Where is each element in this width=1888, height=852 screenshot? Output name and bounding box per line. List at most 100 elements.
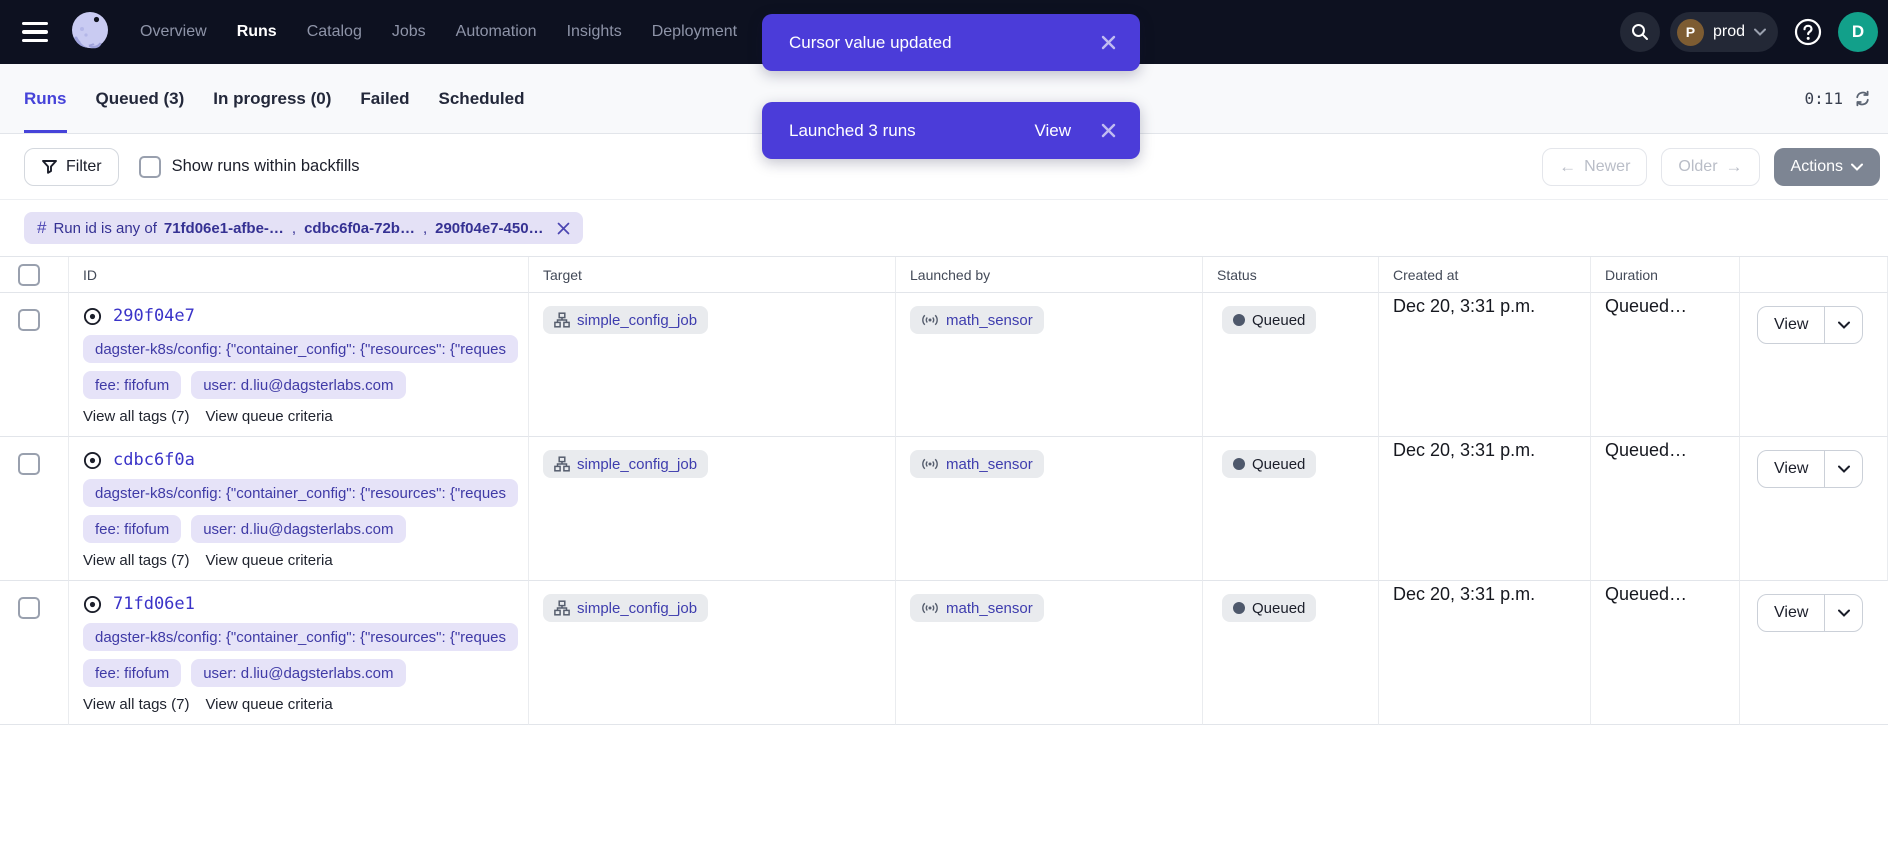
view-dropdown-button[interactable]	[1824, 595, 1862, 631]
filter-button-label: Filter	[66, 157, 102, 175]
toast-cursor-updated: Cursor value updated	[762, 14, 1140, 71]
sensor-icon	[921, 456, 939, 472]
status-cell: Queued	[1203, 581, 1379, 725]
help-button[interactable]	[1788, 12, 1828, 52]
nav-item-deployment[interactable]: Deployment	[651, 23, 738, 40]
tag-user: user: d.liu@dagsterlabs.com	[191, 371, 406, 399]
nav-item-catalog[interactable]: Catalog	[306, 23, 362, 40]
sensor-pill[interactable]: math_sensor	[910, 594, 1044, 622]
hamburger-menu-icon[interactable]	[22, 16, 54, 48]
toast-message: Launched 3 runs	[789, 120, 916, 140]
row-checkbox[interactable]	[17, 597, 40, 619]
column-header-status: Status	[1203, 257, 1379, 293]
status-dot	[1233, 602, 1245, 614]
view-dropdown-button[interactable]	[1824, 307, 1862, 343]
search-icon	[1630, 22, 1650, 42]
tag-dagster-k8s-config: dagster-k8s/config: {"container_config":…	[83, 335, 519, 363]
tab-queued[interactable]: Queued (3)	[95, 88, 185, 108]
view-button[interactable]: View	[1774, 460, 1809, 477]
sensor-pill[interactable]: math_sensor	[910, 306, 1044, 334]
search-button[interactable]	[1619, 12, 1660, 52]
filter-chip-separator: ,	[291, 219, 297, 237]
run-id-link[interactable]: 71fd06e1	[113, 594, 195, 614]
nav-item-automation[interactable]: Automation	[455, 23, 537, 40]
nav-item-runs[interactable]: Runs	[236, 23, 277, 40]
tab-scheduled[interactable]: Scheduled	[438, 88, 525, 108]
status-dot	[1233, 314, 1245, 326]
chevron-down-icon	[1754, 28, 1766, 36]
view-all-tags-link[interactable]: View all tags (7)	[83, 408, 190, 425]
row-actions-cell: View	[1740, 581, 1888, 725]
tab-runs[interactable]: Runs	[24, 64, 67, 133]
run-id-cell: 290f04e7 dagster-k8s/config: {"container…	[69, 293, 529, 437]
refresh-countdown: 0:11	[1804, 89, 1843, 108]
duration-cell: Queued…	[1591, 437, 1740, 581]
status-badge: Queued	[1222, 306, 1317, 334]
workspace-switcher[interactable]: P prod	[1669, 12, 1778, 52]
sensor-name: math_sensor	[946, 599, 1033, 617]
primary-nav: Overview Runs Catalog Jobs Automation In…	[140, 23, 737, 41]
tag-dagster-k8s-config: dagster-k8s/config: {"container_config":…	[83, 623, 519, 651]
job-pill[interactable]: simple_config_job	[543, 306, 709, 334]
close-icon[interactable]	[1101, 123, 1116, 138]
filter-button[interactable]: Filter	[24, 147, 119, 186]
status-label: Queued	[1252, 455, 1306, 473]
row-checkbox[interactable]	[17, 309, 40, 331]
job-pill[interactable]: simple_config_job	[543, 594, 709, 622]
row-actions-cell: View	[1740, 437, 1888, 581]
row-checkbox[interactable]	[17, 453, 40, 475]
view-dropdown-button[interactable]	[1824, 451, 1862, 487]
table-row	[0, 581, 69, 725]
view-split-button: View	[1757, 450, 1864, 488]
user-avatar[interactable]: D	[1838, 12, 1878, 52]
actions-button[interactable]: Actions	[1773, 147, 1880, 186]
view-queue-criteria-link[interactable]: View queue criteria	[205, 408, 333, 425]
show-backfills-checkbox[interactable]	[138, 155, 161, 178]
toast-view-link[interactable]: View	[1034, 120, 1071, 140]
older-button[interactable]: Older →	[1661, 147, 1760, 186]
view-button[interactable]: View	[1774, 604, 1809, 621]
workspace-name: prod	[1712, 23, 1745, 40]
filter-chip-separator: ,	[422, 219, 428, 237]
filter-icon	[41, 158, 58, 175]
run-id-filter-chip[interactable]: # Run id is any of 71fd06e1-afbe-…, cdbc…	[24, 212, 583, 244]
view-button[interactable]: View	[1774, 316, 1809, 333]
job-icon	[554, 312, 570, 328]
view-split-button: View	[1757, 594, 1864, 632]
status-cell: Queued	[1203, 293, 1379, 437]
job-icon	[554, 456, 570, 472]
close-icon[interactable]	[1101, 35, 1116, 50]
launched-by-cell: math_sensor	[896, 293, 1203, 437]
duration-cell: Queued…	[1591, 581, 1740, 725]
tag-dagster-k8s-config: dagster-k8s/config: {"container_config":…	[83, 479, 519, 507]
job-pill[interactable]: simple_config_job	[543, 450, 709, 478]
active-filters-row: # Run id is any of 71fd06e1-afbe-…, cdbc…	[0, 200, 1888, 256]
run-id-link[interactable]: cdbc6f0a	[113, 450, 195, 470]
nav-item-jobs[interactable]: Jobs	[391, 23, 426, 40]
sensor-pill[interactable]: math_sensor	[910, 450, 1044, 478]
view-queue-criteria-link[interactable]: View queue criteria	[205, 552, 333, 569]
refresh-icon[interactable]	[1853, 89, 1872, 108]
nav-item-overview[interactable]: Overview	[140, 23, 207, 40]
filter-chip-id: 71fd06e1-afbe-…	[163, 219, 284, 237]
view-queue-criteria-link[interactable]: View queue criteria	[205, 696, 333, 713]
status-label: Queued	[1252, 311, 1306, 329]
table-row	[0, 293, 69, 437]
view-all-tags-link[interactable]: View all tags (7)	[83, 696, 190, 713]
column-header-duration: Duration	[1591, 257, 1740, 293]
select-all-checkbox[interactable]	[17, 263, 40, 286]
older-button-label: Older	[1678, 157, 1718, 175]
status-label: Queued	[1252, 599, 1306, 617]
tab-in-progress[interactable]: In progress (0)	[213, 88, 332, 108]
tab-failed[interactable]: Failed	[360, 88, 410, 108]
close-icon[interactable]	[557, 222, 570, 235]
nav-item-insights[interactable]: Insights	[566, 23, 622, 40]
status-queued-icon	[83, 595, 102, 614]
newer-button[interactable]: ← Newer	[1542, 147, 1648, 186]
run-id-link[interactable]: 290f04e7	[113, 306, 195, 326]
target-cell: simple_config_job	[529, 437, 896, 581]
view-all-tags-link[interactable]: View all tags (7)	[83, 552, 190, 569]
sensor-icon	[921, 312, 939, 328]
row-actions-cell: View	[1740, 293, 1888, 437]
job-name: simple_config_job	[577, 599, 698, 617]
